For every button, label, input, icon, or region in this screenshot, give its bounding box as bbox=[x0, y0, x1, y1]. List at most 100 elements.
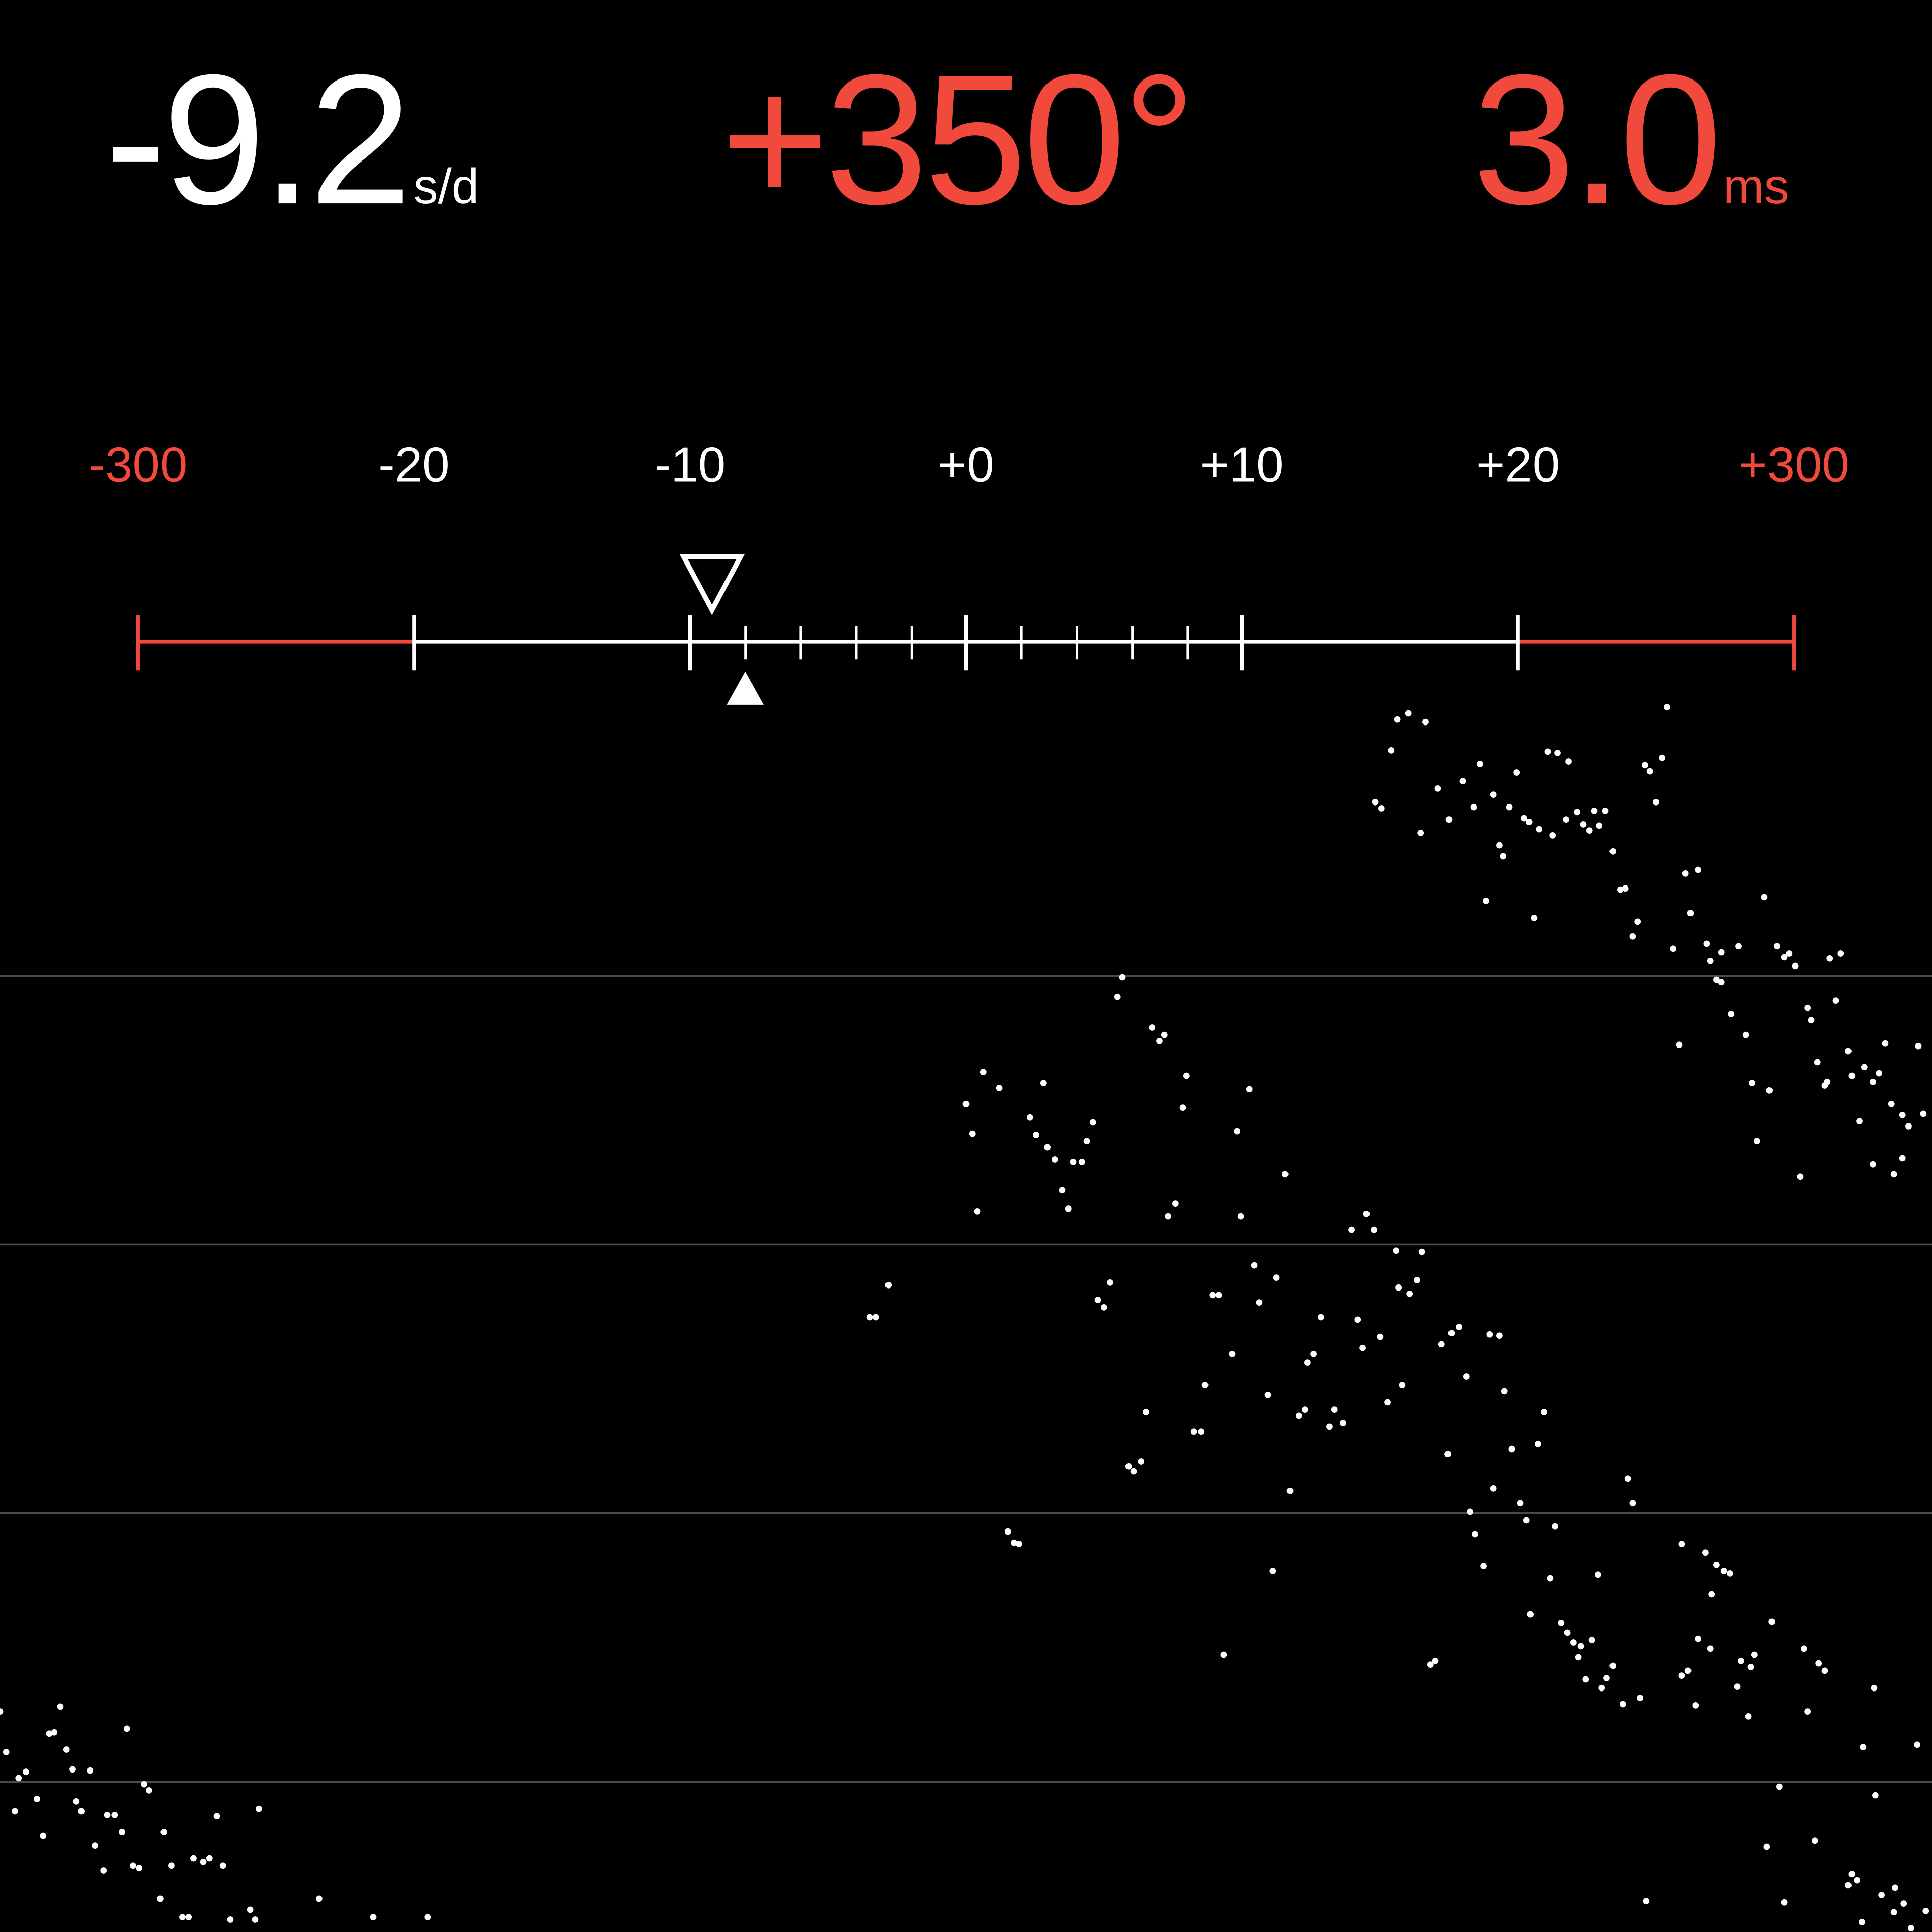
trace-dot bbox=[1114, 993, 1121, 1000]
trace-dot bbox=[1467, 1508, 1474, 1515]
trace-dot bbox=[866, 1314, 873, 1321]
trace-dot bbox=[1251, 1262, 1258, 1269]
trace-dot bbox=[46, 1730, 53, 1737]
trace-dot bbox=[57, 1703, 64, 1710]
trace-dot bbox=[1490, 791, 1497, 798]
trace-dot bbox=[1015, 1541, 1022, 1547]
trace-dot bbox=[1536, 826, 1543, 833]
trace-dot bbox=[1637, 1695, 1643, 1702]
trace-dot bbox=[1161, 1031, 1168, 1038]
trace-dot bbox=[1256, 1299, 1263, 1306]
trace-dot bbox=[1804, 1004, 1811, 1011]
trace-dot bbox=[1763, 1843, 1770, 1850]
trace-dot bbox=[1707, 1645, 1714, 1652]
trace-dot bbox=[315, 1895, 323, 1902]
trace-dot bbox=[1100, 1304, 1107, 1311]
trace-dot bbox=[1745, 1713, 1752, 1720]
trace-dot bbox=[1602, 808, 1609, 814]
trace-dot bbox=[1496, 1332, 1503, 1339]
trace-dot bbox=[1609, 848, 1617, 855]
trace-dot bbox=[1624, 1475, 1631, 1482]
trace-dot bbox=[1183, 1072, 1190, 1079]
trace-dot bbox=[1508, 1445, 1515, 1453]
trace-dot bbox=[1692, 1702, 1699, 1709]
trace-dot bbox=[1856, 1118, 1863, 1124]
trace-dot bbox=[1444, 1451, 1451, 1458]
trace-dot bbox=[1642, 762, 1648, 769]
trace-dot bbox=[1156, 1038, 1163, 1044]
trace-dot bbox=[1570, 1639, 1577, 1646]
trace-dot bbox=[63, 1746, 70, 1753]
amplitude-value: +350° bbox=[720, 36, 1196, 243]
trace-dot bbox=[1418, 1248, 1425, 1255]
trace-dot bbox=[1766, 1087, 1773, 1094]
trace-dot bbox=[1026, 1114, 1033, 1121]
trace-dot bbox=[1089, 1119, 1096, 1126]
trace-dot bbox=[1427, 1661, 1434, 1668]
average-marker-icon bbox=[727, 671, 764, 705]
trace-dot bbox=[1747, 1664, 1754, 1670]
trace-dot bbox=[1564, 1629, 1571, 1636]
trace-dot bbox=[1664, 704, 1670, 711]
trace-dot bbox=[168, 1862, 175, 1869]
trace-dot bbox=[1405, 710, 1412, 717]
trace-dot bbox=[200, 1859, 207, 1865]
trace-dot bbox=[1456, 1324, 1462, 1330]
trace-dot bbox=[1198, 1428, 1205, 1435]
scale-label: +0 bbox=[938, 438, 994, 493]
trace-dot bbox=[136, 1865, 143, 1872]
trace-dot bbox=[1326, 1423, 1333, 1430]
trace-dot bbox=[1575, 1654, 1582, 1661]
trace-dot bbox=[1125, 1463, 1132, 1470]
trace-dot bbox=[1708, 1591, 1715, 1598]
trace-dot bbox=[1643, 1898, 1650, 1905]
trace-dot bbox=[1735, 943, 1742, 950]
trace-dot bbox=[1448, 1330, 1455, 1337]
trace-dot bbox=[130, 1862, 136, 1869]
trace-dot bbox=[1513, 769, 1520, 776]
trace-dot bbox=[1751, 1651, 1758, 1658]
trace-dot bbox=[1394, 716, 1401, 723]
trace-dot bbox=[1051, 1156, 1058, 1163]
trace-dot bbox=[73, 1798, 80, 1805]
trace-dot bbox=[1870, 1161, 1876, 1168]
trace-dot bbox=[1165, 1213, 1172, 1220]
trace-dot bbox=[1044, 1144, 1051, 1151]
trace-dot bbox=[1417, 830, 1424, 836]
trace-dot bbox=[1476, 761, 1483, 767]
trace-dot bbox=[1264, 1391, 1271, 1398]
trace-dot bbox=[1718, 949, 1725, 956]
trace-dot bbox=[1892, 1884, 1898, 1891]
trace-dot bbox=[1702, 1549, 1709, 1556]
rate-value: -9.2 bbox=[105, 36, 412, 243]
trace-dot bbox=[160, 1829, 168, 1836]
trace-dot bbox=[1340, 1420, 1346, 1426]
trace-dot bbox=[1920, 1110, 1927, 1117]
trace-dot bbox=[1388, 747, 1395, 754]
trace-dot bbox=[1908, 1925, 1914, 1932]
trace-dot bbox=[1629, 1500, 1636, 1507]
trace-dot bbox=[1393, 1247, 1400, 1254]
trace-dot bbox=[1888, 1100, 1895, 1107]
trace-dot bbox=[1413, 1277, 1420, 1283]
trace-dot bbox=[1201, 1382, 1209, 1389]
trace-dot bbox=[1826, 955, 1833, 962]
trace-dot bbox=[3, 1749, 10, 1755]
trace-dot bbox=[1483, 897, 1489, 904]
trace-dot bbox=[1728, 1011, 1735, 1017]
trace-dot bbox=[1523, 1517, 1530, 1524]
trace-dot bbox=[1774, 943, 1780, 950]
trace-dot bbox=[1331, 1406, 1338, 1413]
trace-dot bbox=[885, 1281, 892, 1289]
trace-dot bbox=[1302, 1406, 1308, 1413]
trace-dot bbox=[51, 1729, 58, 1736]
trace-dot bbox=[1172, 1200, 1179, 1208]
trace-dot bbox=[1434, 785, 1441, 792]
trace-dot bbox=[1653, 798, 1659, 806]
trace-dot bbox=[1854, 1877, 1860, 1884]
trace-dot bbox=[1549, 832, 1556, 839]
trace-dot bbox=[1496, 842, 1503, 849]
trace-dot bbox=[1406, 1291, 1413, 1297]
